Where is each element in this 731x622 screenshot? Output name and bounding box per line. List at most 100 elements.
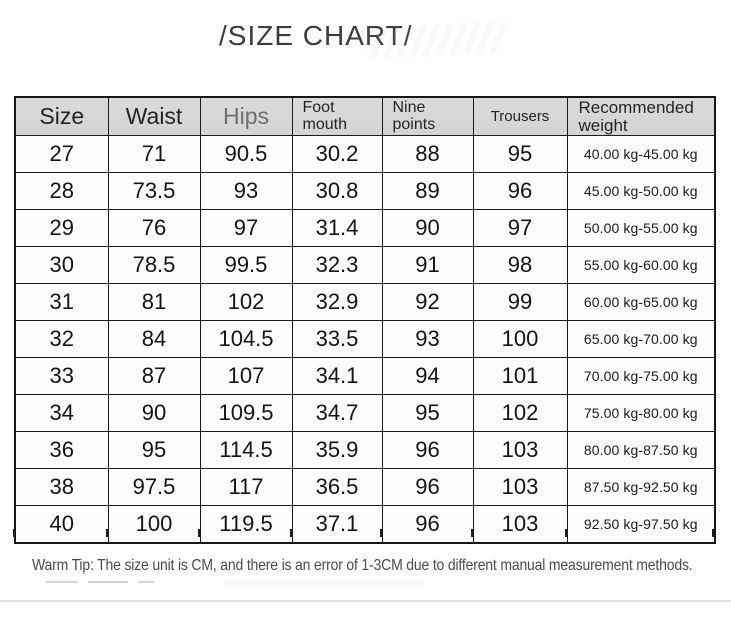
- column-header-size: Size: [14, 96, 109, 136]
- column-header-hips: Hips: [199, 96, 293, 136]
- cell-hips: 90.5: [199, 135, 293, 173]
- table-row: 27 71 90.5 30.2 88 95 40.00 kg-45.00 kg: [14, 135, 716, 173]
- cell-foot-mouth: 36.5: [291, 468, 383, 506]
- cell-foot-mouth: 33.5: [291, 320, 383, 358]
- cell-size: 29: [14, 209, 109, 247]
- cell-hips: 102: [199, 283, 293, 321]
- cell-foot-mouth: 35.9: [291, 431, 383, 469]
- cell-foot-mouth: 30.8: [291, 172, 383, 210]
- cell-nine-points: 89: [381, 172, 474, 210]
- cell-waist: 90: [107, 394, 201, 432]
- cell-nine-points: 92: [381, 283, 474, 321]
- cell-waist: 78.5: [107, 246, 201, 284]
- cell-recommended-weight: 50.00 kg-55.00 kg: [566, 209, 716, 247]
- cell-foot-mouth: 34.1: [291, 357, 383, 395]
- cell-foot-mouth: 32.3: [291, 246, 383, 284]
- cell-foot-mouth: 34.7: [291, 394, 383, 432]
- size-chart-table: Size Waist Hips Foot mouth Nine points T…: [14, 96, 716, 544]
- cell-hips: 114.5: [199, 431, 293, 469]
- cell-size: 33: [14, 357, 109, 395]
- table-row: 38 97.5 117 36.5 96 103 87.50 kg-92.50 k…: [14, 468, 716, 506]
- table-body: 27 71 90.5 30.2 88 95 40.00 kg-45.00 kg …: [14, 135, 716, 544]
- cell-trousers: 101: [472, 357, 568, 395]
- cell-hips: 104.5: [199, 320, 293, 358]
- cell-nine-points: 96: [381, 468, 474, 506]
- cell-trousers: 103: [472, 431, 568, 469]
- cell-trousers: 98: [472, 246, 568, 284]
- table-row: 28 73.5 93 30.8 89 96 45.00 kg-50.00 kg: [14, 172, 716, 210]
- column-header-trousers: Trousers: [472, 96, 568, 136]
- cell-hips: 117: [199, 468, 293, 506]
- cell-nine-points: 96: [381, 431, 474, 469]
- cell-nine-points: 93: [381, 320, 474, 358]
- cell-trousers: 97: [472, 209, 568, 247]
- cell-recommended-weight: 45.00 kg-50.00 kg: [566, 172, 716, 210]
- table-edge-stub: [565, 529, 567, 537]
- bottom-divider: [0, 600, 731, 602]
- page-title: /SIZE CHART/: [219, 20, 413, 51]
- table-edge-stub: [380, 529, 382, 537]
- cell-recommended-weight: 75.00 kg-80.00 kg: [566, 394, 716, 432]
- cell-trousers: 99: [472, 283, 568, 321]
- table-row: 29 76 97 31.4 90 97 50.00 kg-55.00 kg: [14, 209, 716, 247]
- table-row: 31 81 102 32.9 92 99 60.00 kg-65.00 kg: [14, 283, 716, 321]
- cell-waist: 97.5: [107, 468, 201, 506]
- cell-hips: 119.5: [199, 505, 293, 544]
- cell-foot-mouth: 32.9: [291, 283, 383, 321]
- table-edge-stub: [712, 529, 714, 537]
- cell-hips: 97: [199, 209, 293, 247]
- cell-trousers: 102: [472, 394, 568, 432]
- column-header-recommended-weight: Recommended weight: [566, 96, 716, 136]
- cell-trousers: 103: [472, 505, 568, 544]
- cell-size: 32: [14, 320, 109, 358]
- column-header-foot-mouth: Foot mouth: [291, 96, 383, 136]
- cell-nine-points: 95: [381, 394, 474, 432]
- cell-recommended-weight: 55.00 kg-60.00 kg: [566, 246, 716, 284]
- cell-waist: 73.5: [107, 172, 201, 210]
- faded-text-remnant: [46, 581, 606, 591]
- column-header-waist: Waist: [107, 96, 201, 136]
- cell-waist: 100: [107, 505, 201, 544]
- cell-nine-points: 91: [381, 246, 474, 284]
- cell-recommended-weight: 40.00 kg-45.00 kg: [566, 135, 716, 173]
- table-row: 34 90 109.5 34.7 95 102 75.00 kg-80.00 k…: [14, 394, 716, 432]
- warm-tip-text: Warm Tip: The size unit is CM, and there…: [32, 557, 693, 574]
- cell-waist: 95: [107, 431, 201, 469]
- cell-recommended-weight: 70.00 kg-75.00 kg: [566, 357, 716, 395]
- cell-size: 30: [14, 246, 109, 284]
- cell-trousers: 103: [472, 468, 568, 506]
- cell-hips: 93: [199, 172, 293, 210]
- cell-foot-mouth: 30.2: [291, 135, 383, 173]
- cell-nine-points: 88: [381, 135, 474, 173]
- cell-waist: 84: [107, 320, 201, 358]
- cell-size: 28: [14, 172, 109, 210]
- cell-trousers: 95: [472, 135, 568, 173]
- cell-recommended-weight: 60.00 kg-65.00 kg: [566, 283, 716, 321]
- column-header-nine-points: Nine points: [381, 96, 474, 136]
- cell-waist: 76: [107, 209, 201, 247]
- cell-trousers: 100: [472, 320, 568, 358]
- cell-size: 34: [14, 394, 109, 432]
- cell-recommended-weight: 87.50 kg-92.50 kg: [566, 468, 716, 506]
- cell-recommended-weight: 92.50 kg-97.50 kg: [566, 505, 716, 544]
- cell-foot-mouth: 31.4: [291, 209, 383, 247]
- cell-hips: 109.5: [199, 394, 293, 432]
- table-edge-stub: [13, 529, 15, 537]
- cell-foot-mouth: 37.1: [291, 505, 383, 544]
- cell-nine-points: 90: [381, 209, 474, 247]
- cell-nine-points: 94: [381, 357, 474, 395]
- header-row: Size Waist Hips Foot mouth Nine points T…: [14, 96, 716, 136]
- cell-waist: 81: [107, 283, 201, 321]
- table-edge-stub: [290, 529, 292, 537]
- faded-watermark: [362, 21, 508, 59]
- table-row: 32 84 104.5 33.5 93 100 65.00 kg-70.00 k…: [14, 320, 716, 358]
- table-edge-stub: [198, 529, 200, 537]
- cell-size: 27: [14, 135, 109, 173]
- cell-size: 36: [14, 431, 109, 469]
- table-row: 40 100 119.5 37.1 96 103 92.50 kg-97.50 …: [14, 505, 716, 544]
- cell-size: 40: [14, 505, 109, 544]
- cell-size: 31: [14, 283, 109, 321]
- cell-nine-points: 96: [381, 505, 474, 544]
- cell-hips: 99.5: [199, 246, 293, 284]
